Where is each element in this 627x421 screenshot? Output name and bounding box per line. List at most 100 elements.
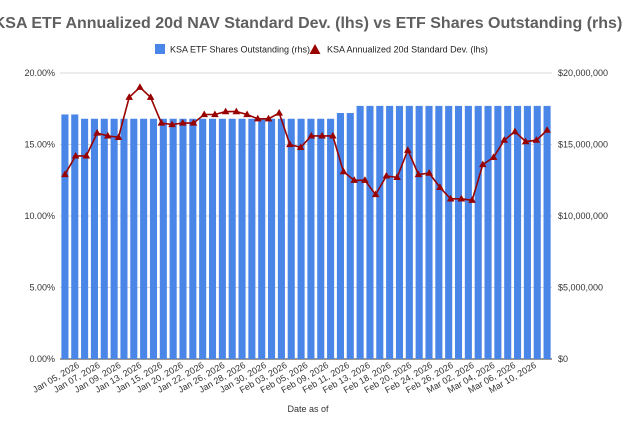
stddev-point [243,110,251,118]
right-axis: $0 $5,000,000 $10,000,000 $15,000,000 $20,00… [558,68,608,364]
stddev-point [296,143,305,150]
bar [386,105,394,359]
bar [199,118,207,359]
right-tick-label: $10,000,000 [558,211,608,221]
bar [405,105,413,359]
bar [533,105,541,359]
stddev-point [200,110,209,118]
stddev-line [64,86,548,202]
stddev-point [221,107,230,115]
bar [484,105,492,359]
legend-marker-stddev [309,44,321,54]
bar [366,105,374,359]
stddev-point [393,173,401,180]
left-tick-label: 15.00% [24,140,55,150]
stddev-point [61,170,69,178]
left-tick-label: 10.00% [24,211,55,221]
line-series [61,83,551,203]
stddev-point [414,170,423,178]
left-axis: 0.00% 5.00% 10.00% 15.00% 20.00% [24,68,55,364]
bar [395,105,404,359]
bar [130,118,138,359]
right-tick-label: $20,000,000 [558,68,608,78]
stddev-point [446,194,455,202]
stddev-point [275,109,284,116]
bar [287,118,295,359]
bar [474,105,482,359]
stddev-point [82,151,91,159]
stddev-point [500,136,509,143]
stddev-point [468,196,476,203]
stddev-point [307,131,316,139]
bar [149,118,158,359]
right-tick-label: $0 [558,354,568,364]
stddev-point [403,146,412,153]
stddev-point [371,190,380,198]
stddev-point [114,133,123,140]
stddev-point [103,131,112,139]
stddev-point [178,119,187,126]
bar [169,118,177,359]
stddev-point [286,140,294,148]
bar [376,105,384,359]
bar [346,113,354,359]
bar [61,114,69,359]
stddev-point [136,83,144,90]
legend-label-stddev: KSA Annualized 20d Standard Dev. (lhs) [327,45,488,55]
right-tick-label: $5,000,000 [558,283,603,293]
bar [297,118,305,359]
left-tick-label: 5.00% [29,283,55,293]
bar [543,105,551,359]
stddev-point [168,120,176,128]
bar [454,105,463,359]
chart-title: KSA ETF Annualized 20d NAV Standard Dev.… [0,15,622,32]
stddev-point [425,169,434,176]
bar [90,118,98,359]
stddev-point [489,153,498,160]
bar [504,105,512,359]
bar-series [61,105,551,359]
bar [100,118,108,359]
right-tick-label: $15,000,000 [558,140,608,150]
stddev-point [264,114,273,122]
bar [218,118,226,359]
stddev-point [125,93,134,100]
left-tick-label: 20.00% [24,68,55,78]
bar [258,118,266,359]
bar [494,105,502,359]
stddev-point [457,194,466,202]
bar [445,105,453,359]
bar [238,118,246,359]
stddev-point [232,107,241,115]
bar [307,118,315,359]
bar [327,118,335,359]
stddev-point [339,167,348,175]
bar [228,118,236,359]
stddev-point [318,131,326,139]
stddev-point [382,171,391,179]
bar [71,114,79,359]
bar [208,118,217,359]
legend: KSA ETF Shares Outstanding (rhs) KSA Ann… [155,44,488,55]
bar [435,105,443,359]
stddev-point [521,137,530,145]
bar [248,118,256,359]
bar [81,118,89,359]
bar [110,118,118,359]
stddev-point [543,126,551,133]
stddev-point [71,151,80,159]
stddev-point [511,127,519,135]
stddev-point [436,183,444,190]
bar [425,105,433,359]
stddev-point [328,131,337,139]
stddev-point [350,176,359,183]
bar [159,118,167,359]
bar [356,105,364,359]
bar [336,113,344,359]
bar [268,118,276,359]
bar [317,118,325,359]
bar [120,118,128,359]
x-axis-label: Date as of [287,404,329,414]
